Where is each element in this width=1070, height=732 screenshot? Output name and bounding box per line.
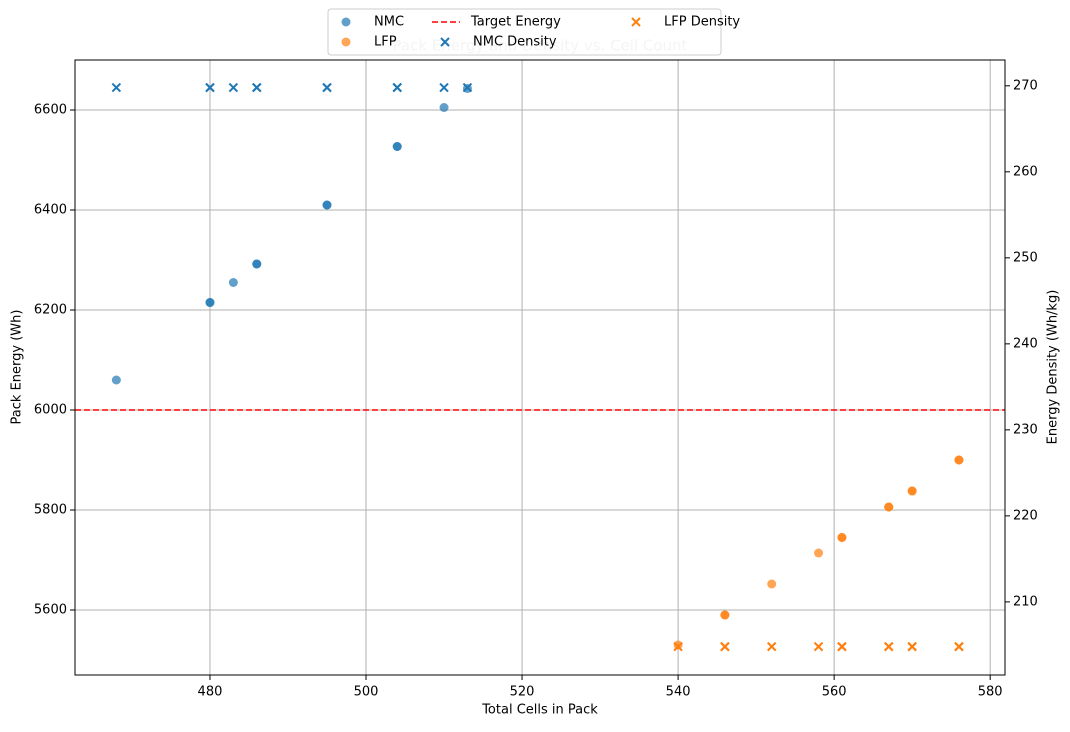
point	[111, 375, 121, 385]
y-tick-label: 6200	[34, 303, 67, 318]
point	[205, 82, 215, 93]
point	[322, 82, 332, 93]
y-tick-label: 6400	[34, 203, 67, 218]
point	[439, 82, 449, 93]
y2-tick-label: 250	[1013, 250, 1038, 265]
legend-label: NMC	[374, 15, 404, 30]
point	[673, 640, 683, 650]
point	[767, 641, 777, 652]
point	[954, 641, 964, 652]
point	[814, 548, 824, 558]
legend-label: Target Energy	[470, 15, 561, 30]
point	[954, 455, 964, 465]
point	[392, 82, 402, 93]
point	[813, 641, 824, 652]
legend-label: LFP Density	[664, 15, 740, 30]
y2-tick-label: 270	[1013, 78, 1038, 93]
legend-label: NMC Density	[473, 35, 557, 50]
y2-tick-label: 260	[1013, 164, 1038, 179]
point	[322, 200, 332, 210]
x-tick-label: 560	[822, 685, 847, 700]
point	[439, 103, 449, 112]
y2-tick-label: 230	[1013, 422, 1038, 437]
x-tick-label: 580	[978, 685, 1003, 700]
y-tick-label: 6000	[34, 403, 67, 418]
point	[252, 259, 262, 269]
point	[837, 641, 847, 652]
point	[720, 610, 730, 620]
point	[252, 82, 262, 93]
legend-marker	[440, 37, 450, 47]
legend-box	[327, 8, 722, 56]
y2-tick-label: 240	[1013, 336, 1038, 351]
legend-marker	[341, 37, 351, 47]
point	[720, 641, 730, 652]
x-tick-label: 500	[354, 685, 379, 700]
point	[767, 579, 777, 589]
point	[228, 82, 239, 93]
y2-axis-label: Energy Density (Wh/kg)	[1046, 290, 1061, 445]
y2-tick-label: 210	[1013, 594, 1038, 609]
point	[907, 641, 917, 652]
legend-marker	[631, 17, 641, 27]
x-tick-label: 520	[510, 685, 535, 700]
point	[392, 142, 402, 151]
point	[884, 502, 894, 512]
y-axis-label: Pack Energy (Wh)	[10, 310, 25, 425]
point	[111, 82, 122, 93]
legend-marker	[341, 17, 351, 27]
point	[907, 486, 917, 496]
y-tick-label: 5800	[34, 503, 67, 518]
x-axis-label: Total Cells in Pack	[481, 703, 598, 718]
legend: NMC LFP Target Energy NMC Density LFP Densit…	[327, 8, 740, 56]
point	[205, 298, 215, 307]
x-tick-label: 540	[666, 685, 691, 700]
point	[884, 641, 894, 652]
point	[673, 641, 683, 652]
plot-frame	[74, 59, 1006, 676]
y-tick-label: 6600	[34, 103, 67, 118]
y2-tick-label: 220	[1013, 508, 1038, 523]
legend-label: LFP	[374, 35, 397, 50]
point	[228, 278, 238, 287]
point	[462, 82, 473, 93]
y-tick-label: 5600	[34, 603, 67, 618]
x-tick-label: 480	[198, 685, 223, 700]
point	[837, 533, 847, 542]
